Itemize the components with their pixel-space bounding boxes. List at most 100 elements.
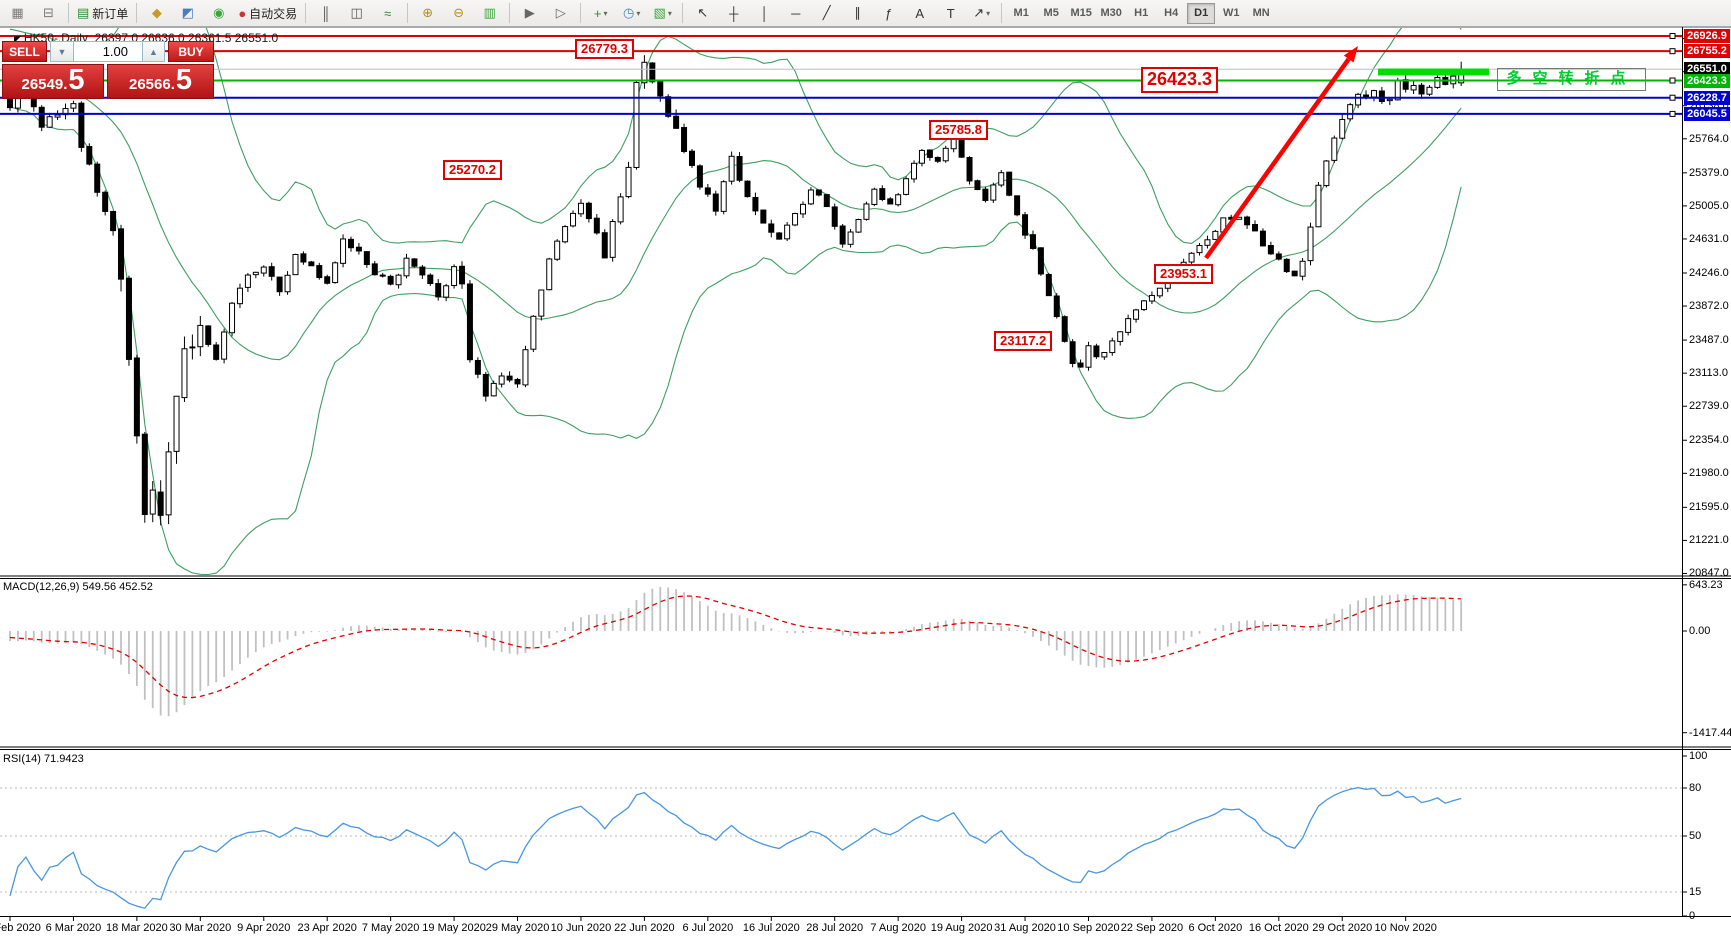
- volume-increase-button[interactable]: ▲: [142, 41, 165, 62]
- line-handle[interactable]: [1669, 94, 1676, 101]
- timeframe-button-m30[interactable]: M30: [1100, 7, 1122, 19]
- autotrading-button[interactable]: ● 自动交易: [235, 2, 300, 25]
- sell-button[interactable]: SELL: [2, 41, 47, 62]
- arrows-icon[interactable]: ↗ ▾: [967, 2, 996, 25]
- autotrading-button-label: 自动交易: [249, 6, 298, 21]
- bullish-candle: [609, 221, 616, 258]
- bearish-candle: [673, 115, 680, 129]
- ask-price-display[interactable]: 26566. 5: [107, 64, 214, 99]
- bid-price-main: 26549.: [21, 76, 68, 93]
- candlestick-chart-icon[interactable]: ◫: [342, 2, 371, 25]
- bullish-candle: [173, 395, 180, 452]
- zoom-in-icon[interactable]: ⊕: [413, 2, 442, 25]
- auto-scroll-icon[interactable]: ▶: [515, 2, 544, 25]
- text-label-icon[interactable]: T: [936, 2, 965, 25]
- bearish-candle: [887, 198, 894, 205]
- timeframe-button-d1[interactable]: D1: [1187, 2, 1216, 24]
- bearish-candle: [1006, 171, 1013, 196]
- bearish-candle: [879, 188, 886, 200]
- timeframe-button-m15[interactable]: M15: [1070, 7, 1092, 19]
- bullish-candle: [498, 375, 505, 385]
- price-callout[interactable]: 23953.1: [1154, 264, 1213, 284]
- bearish-candle: [141, 433, 148, 515]
- bearish-candle: [466, 283, 473, 361]
- new-order-button-label: 新订单: [92, 6, 129, 21]
- bullish-candle: [332, 262, 339, 284]
- chart-profiles-icon[interactable]: ⊟: [34, 2, 63, 25]
- trend-arrow[interactable]: [1204, 57, 1351, 260]
- turning-point-annotation[interactable]: 多空转折点: [1497, 67, 1646, 91]
- bullish-candle: [546, 258, 553, 291]
- bearish-candle: [681, 126, 688, 152]
- ask-price-main: 26566.: [128, 76, 175, 93]
- line-handle[interactable]: [1669, 110, 1676, 117]
- support-highlight-bar[interactable]: [1378, 68, 1489, 76]
- timeframe-button-m1[interactable]: M1: [1013, 7, 1029, 19]
- bid-price-display[interactable]: 26549. 5: [2, 64, 104, 99]
- crosshair-icon[interactable]: ┼: [719, 2, 748, 25]
- buy-button[interactable]: BUY: [168, 41, 214, 62]
- tile-windows-icon[interactable]: ▥: [475, 2, 504, 25]
- bearish-candle: [324, 276, 331, 284]
- price-callout[interactable]: 26423.3: [1141, 67, 1219, 93]
- templates-icon[interactable]: ▧ ▾: [648, 2, 677, 25]
- arrows-icon: ↗: [973, 5, 985, 20]
- text-icon[interactable]: A: [905, 2, 934, 25]
- horizontal-line-icon[interactable]: ─: [781, 2, 810, 25]
- volume-decrease-button[interactable]: ▼: [50, 41, 74, 62]
- line-handle[interactable]: [1669, 48, 1676, 55]
- bearish-candle: [839, 225, 846, 245]
- signals-icon[interactable]: ◉: [204, 2, 233, 25]
- bearish-candle: [363, 251, 370, 266]
- price-callout[interactable]: 25785.8: [929, 120, 988, 140]
- trendline-icon[interactable]: ╱: [812, 2, 841, 25]
- bearish-candle: [966, 157, 973, 182]
- periods-icon[interactable]: ◷ ▾: [617, 2, 646, 25]
- cursor-icon[interactable]: ↖: [688, 2, 717, 25]
- bollinger-upper-band: [9, 27, 1462, 244]
- bullish-candle: [1117, 331, 1124, 342]
- price-tick-label: 25764.0: [1689, 132, 1729, 145]
- bullish-candle: [641, 61, 648, 84]
- bullish-candle: [54, 114, 61, 118]
- timeframe-button-m5[interactable]: M5: [1043, 7, 1059, 19]
- vertical-line-icon[interactable]: │: [750, 2, 779, 25]
- bearish-candle: [752, 196, 759, 212]
- new-chart-icon[interactable]: ▦: [3, 2, 32, 25]
- price-callout[interactable]: 23117.2: [994, 331, 1053, 351]
- timeframe-button-h4[interactable]: H4: [1164, 7, 1179, 19]
- bullish-candle: [1196, 245, 1203, 254]
- line-handle[interactable]: [1669, 77, 1676, 84]
- bearish-candle: [704, 187, 711, 195]
- bearish-candle: [958, 136, 965, 158]
- bullish-candle: [792, 213, 799, 226]
- bearish-candle: [1093, 345, 1100, 358]
- price-callout[interactable]: 26779.3: [575, 39, 634, 59]
- bearish-candle: [38, 106, 45, 128]
- bearish-candle: [419, 266, 426, 276]
- volume-input[interactable]: 1.00: [73, 41, 143, 62]
- timeframe-button-w1[interactable]: W1: [1222, 7, 1240, 19]
- timeframe-button-h1[interactable]: H1: [1134, 7, 1149, 19]
- macd-indicator-label: MACD(12,26,9) 549.56 452.52: [3, 581, 153, 593]
- bar-chart-icon[interactable]: ║: [311, 2, 340, 25]
- chart-shift-icon[interactable]: ▷: [546, 2, 575, 25]
- fibonacci-icon[interactable]: ƒ: [874, 2, 903, 25]
- mql5-community-icon[interactable]: ◩: [173, 2, 202, 25]
- price-callout[interactable]: 25270.2: [443, 160, 502, 180]
- line-handle[interactable]: [1669, 33, 1676, 39]
- line-chart-icon[interactable]: ≈: [373, 2, 402, 25]
- bearish-candle: [459, 265, 466, 285]
- zoom-out-icon[interactable]: ⊖: [444, 2, 473, 25]
- new-order-button[interactable]: ▤ 新订单: [74, 2, 131, 25]
- add-indicator-icon[interactable]: + ▾: [586, 2, 615, 25]
- bullish-candle: [1085, 345, 1092, 368]
- timeframe-button-mn[interactable]: MN: [1252, 7, 1270, 19]
- price-tick-label: 24631.0: [1689, 232, 1729, 245]
- price-panel: [7, 27, 1465, 576]
- bearish-candle: [1061, 316, 1068, 342]
- equidistant-channel-icon[interactable]: ∥: [843, 2, 872, 25]
- bullish-candle: [443, 285, 450, 298]
- bollinger-lower-band: [9, 106, 1462, 576]
- market-depth-icon[interactable]: ◆: [142, 2, 171, 25]
